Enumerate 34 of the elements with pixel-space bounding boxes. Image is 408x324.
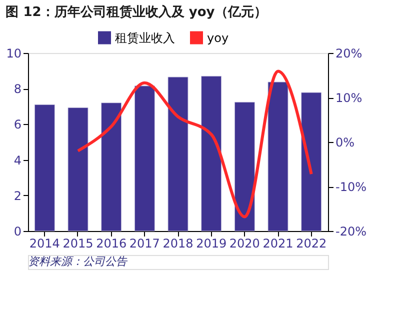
y2-tick-label: -20% [336,224,367,238]
y2-tick-label: 0% [336,136,355,150]
y-tick-label: 0 [14,224,22,238]
bar [68,107,88,232]
y2-tick-label: -10% [336,180,367,194]
text: 资料来源：公司公告 [28,255,128,268]
x-tick-label: 2019 [196,236,227,250]
x-tick-label: 2017 [129,236,160,250]
x-tick-label: 2016 [96,236,127,250]
bar [134,86,155,232]
bar [234,102,255,232]
x-tick-label: 2022 [296,236,327,250]
bar [34,104,55,232]
y2-tick-label: 20% [336,46,362,60]
x-tick-label: 2021 [262,236,294,250]
bar [268,82,288,232]
bar [101,102,122,232]
bar [201,76,222,232]
x-tick-label: 2015 [62,236,94,250]
x-tick-label: 2020 [229,236,260,250]
bar [301,92,322,232]
line-series [76,70,313,218]
y-tick-label: 6 [14,118,22,132]
bar [168,76,188,232]
legend-label: yoy [207,30,229,45]
y-tick-label: 4 [14,153,22,168]
y-tick-label: 2 [14,188,22,203]
legend-label: 租赁业收入 [115,30,175,45]
y2-tick-label: 10% [336,91,362,105]
chart-title: 图 12：历年公司租赁业收入及 yoy（亿元） [6,4,267,20]
y-tick-label: 10 [6,46,22,60]
x-tick-label: 2018 [162,236,194,250]
y-tick-label: 8 [14,82,22,96]
x-tick-label: 2014 [29,236,60,250]
